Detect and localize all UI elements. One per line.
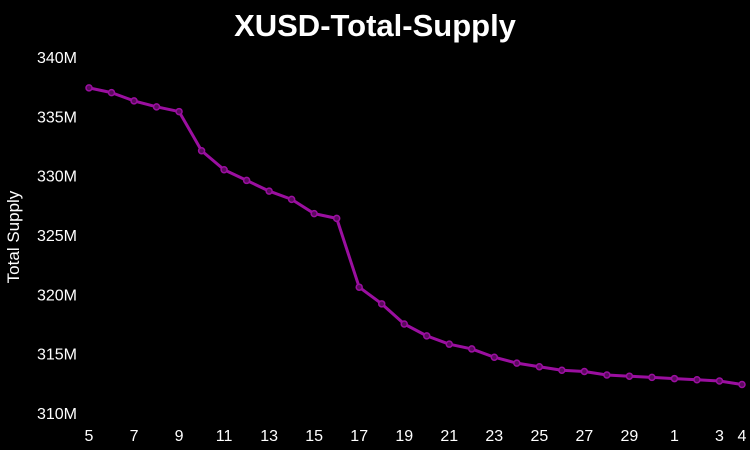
- series-line: [87, 86, 744, 387]
- data-point: [355, 283, 363, 291]
- x-tick-label: 11: [216, 428, 233, 445]
- data-point: [377, 300, 386, 308]
- y-tick-label: 325M: [37, 228, 77, 245]
- x-tick-label: 29: [621, 428, 639, 445]
- data-point: [107, 88, 116, 97]
- data-point: [580, 367, 589, 376]
- data-point: [287, 195, 296, 204]
- x-tick-label: 1: [670, 428, 679, 445]
- data-point: [670, 374, 679, 383]
- x-axis-ticks: 5 7 9 11 13 15 17 19 21 23 25 27 29 1 3 4: [85, 428, 747, 445]
- x-tick-label: 4: [738, 428, 747, 445]
- data-point: [535, 362, 544, 371]
- y-tick-label: 315M: [37, 347, 77, 364]
- data-point: [738, 380, 746, 389]
- data-point: [85, 84, 93, 92]
- data-point: [310, 209, 318, 218]
- x-tick-label: 3: [715, 428, 724, 445]
- data-point: [130, 97, 138, 105]
- data-point: [152, 103, 161, 111]
- x-tick-label: 25: [530, 428, 548, 445]
- data-point: [648, 373, 656, 382]
- data-point: [625, 372, 634, 380]
- data-point: [197, 146, 206, 155]
- data-point: [558, 366, 566, 375]
- data-point: [220, 165, 228, 174]
- y-tick-label: 320M: [37, 287, 77, 304]
- data-point: [468, 345, 476, 353]
- y-tick-label: 330M: [37, 169, 77, 186]
- y-tick-label: 335M: [37, 109, 77, 126]
- y-tick-label: 310M: [37, 406, 77, 423]
- data-point: [242, 176, 251, 185]
- data-point: [400, 320, 408, 328]
- x-tick-label: 27: [575, 428, 593, 445]
- data-point: [265, 187, 273, 195]
- data-point: [490, 353, 499, 361]
- data-point: [175, 107, 183, 116]
- data-point: [603, 371, 611, 379]
- x-tick-label: 7: [130, 428, 139, 445]
- x-tick-label: 9: [175, 428, 184, 445]
- x-tick-label: 23: [485, 428, 503, 445]
- x-tick-label: 19: [395, 428, 413, 445]
- x-tick-label: 17: [350, 428, 368, 445]
- data-point: [332, 214, 341, 223]
- data-point: [423, 332, 431, 340]
- y-axis-ticks: 310M 315M 320M 325M 330M 335M 340M: [37, 50, 77, 423]
- x-tick-label: 5: [85, 428, 94, 445]
- data-point: [513, 359, 521, 367]
- chart-title: XUSD-Total-Supply: [234, 8, 517, 43]
- x-tick-label: 21: [440, 428, 458, 445]
- data-point: [693, 376, 701, 384]
- y-axis-label: Total Supply: [4, 190, 23, 283]
- series-layer: [85, 84, 746, 389]
- data-point: [445, 340, 454, 348]
- x-tick-label: 13: [260, 428, 278, 445]
- x-tick-label: 15: [305, 428, 323, 445]
- y-tick-label: 340M: [37, 50, 77, 67]
- data-point: [715, 377, 724, 385]
